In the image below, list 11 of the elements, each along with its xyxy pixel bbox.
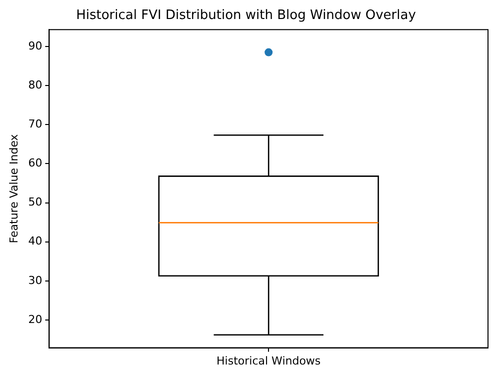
y-tick-label: 40	[28, 234, 42, 248]
y-axis-title: Feature Value Index	[7, 134, 20, 244]
y-tick-label: 50	[28, 196, 42, 209]
y-tick-label: 70	[28, 117, 42, 130]
y-tick-label: 80	[28, 78, 42, 92]
x-tick-label: Historical Windows	[216, 354, 321, 368]
y-tick-label: 20	[28, 312, 42, 326]
y-tick-label: 30	[28, 274, 42, 287]
y-tick-label: 60	[28, 156, 42, 170]
y-tick-label: 90	[28, 39, 42, 52]
chart-title: Historical FVI Distribution with Blog Window Overlay	[76, 8, 416, 24]
